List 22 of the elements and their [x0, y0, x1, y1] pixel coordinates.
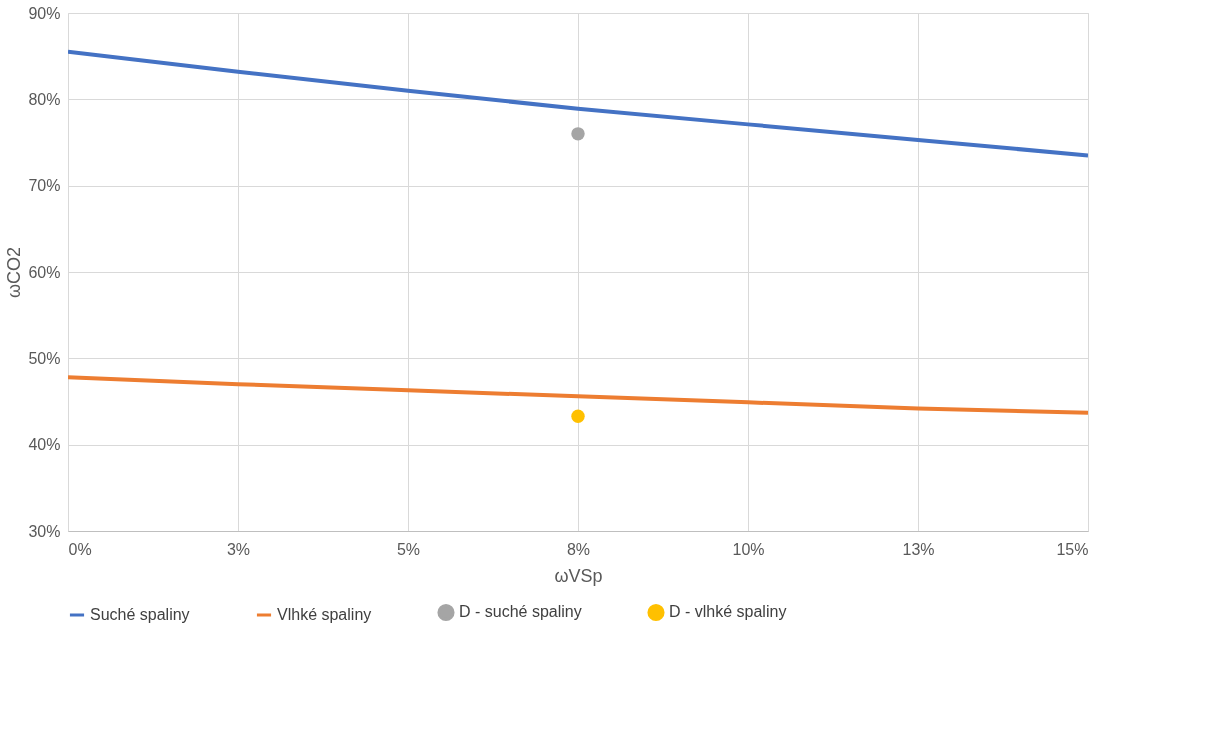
x-tick-label: 8% [566, 540, 591, 558]
y-tick-label: 40% [28, 436, 61, 454]
x-tick-label: 15% [1056, 540, 1089, 558]
legend-label: Vlhké spaliny [277, 606, 372, 623]
y-tick-label: 90% [28, 4, 61, 22]
x-tick-label: 3% [226, 540, 251, 558]
x-tick-label: 0% [68, 540, 92, 558]
y-axis-title: ωCO2 [4, 246, 25, 299]
x-tick-label: 5% [396, 540, 421, 558]
legend-label: D - suché spaliny [459, 603, 582, 621]
legend-label: D - vlhké spaliny [669, 603, 787, 621]
y-tick-label: 30% [28, 522, 61, 540]
line-series [68, 375, 1088, 415]
legend-label: Suché spaliny [90, 606, 190, 623]
x-tick-label: 10% [732, 540, 765, 558]
y-tick-label: 70% [28, 177, 61, 195]
y-tick-label: 60% [28, 263, 61, 281]
y-tick-label: 80% [28, 90, 61, 108]
line-series [68, 49, 1088, 158]
y-tick-label: 50% [28, 349, 61, 367]
x-axis-title: ωVSp [554, 565, 603, 586]
x-tick-label: 13% [902, 540, 935, 558]
